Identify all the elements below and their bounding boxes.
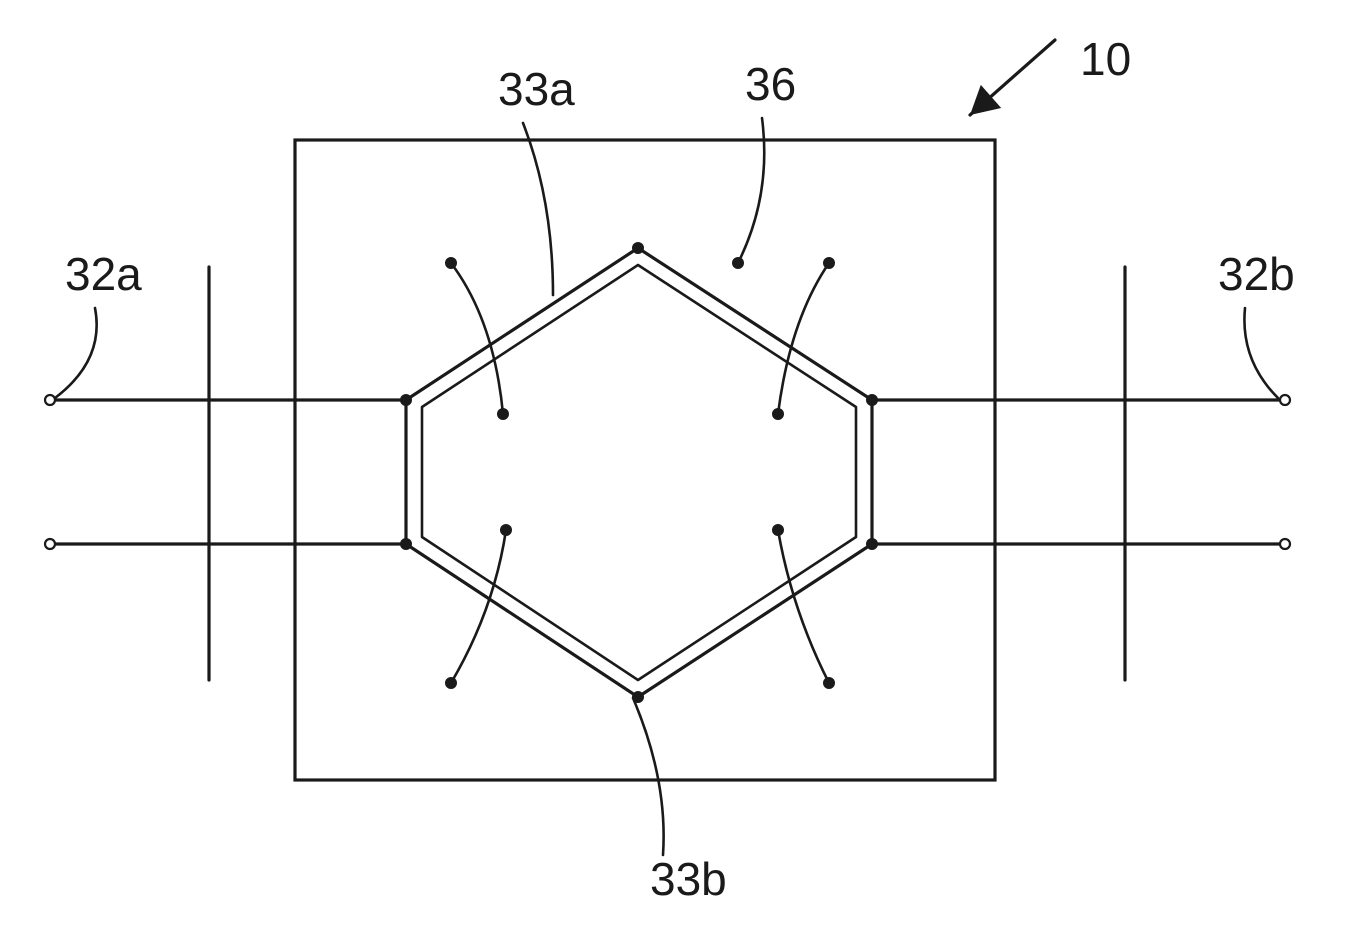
label-33a: 33a bbox=[498, 63, 575, 115]
box-36 bbox=[295, 140, 995, 780]
label-33b: 33b bbox=[650, 853, 727, 905]
hexagon-inner bbox=[422, 265, 856, 680]
label-32b: 32b bbox=[1218, 248, 1295, 300]
label-10: 10 bbox=[1080, 33, 1131, 85]
label-36: 36 bbox=[745, 58, 796, 110]
arrow-10 bbox=[970, 85, 1001, 115]
label-32a: 32a bbox=[65, 248, 142, 300]
